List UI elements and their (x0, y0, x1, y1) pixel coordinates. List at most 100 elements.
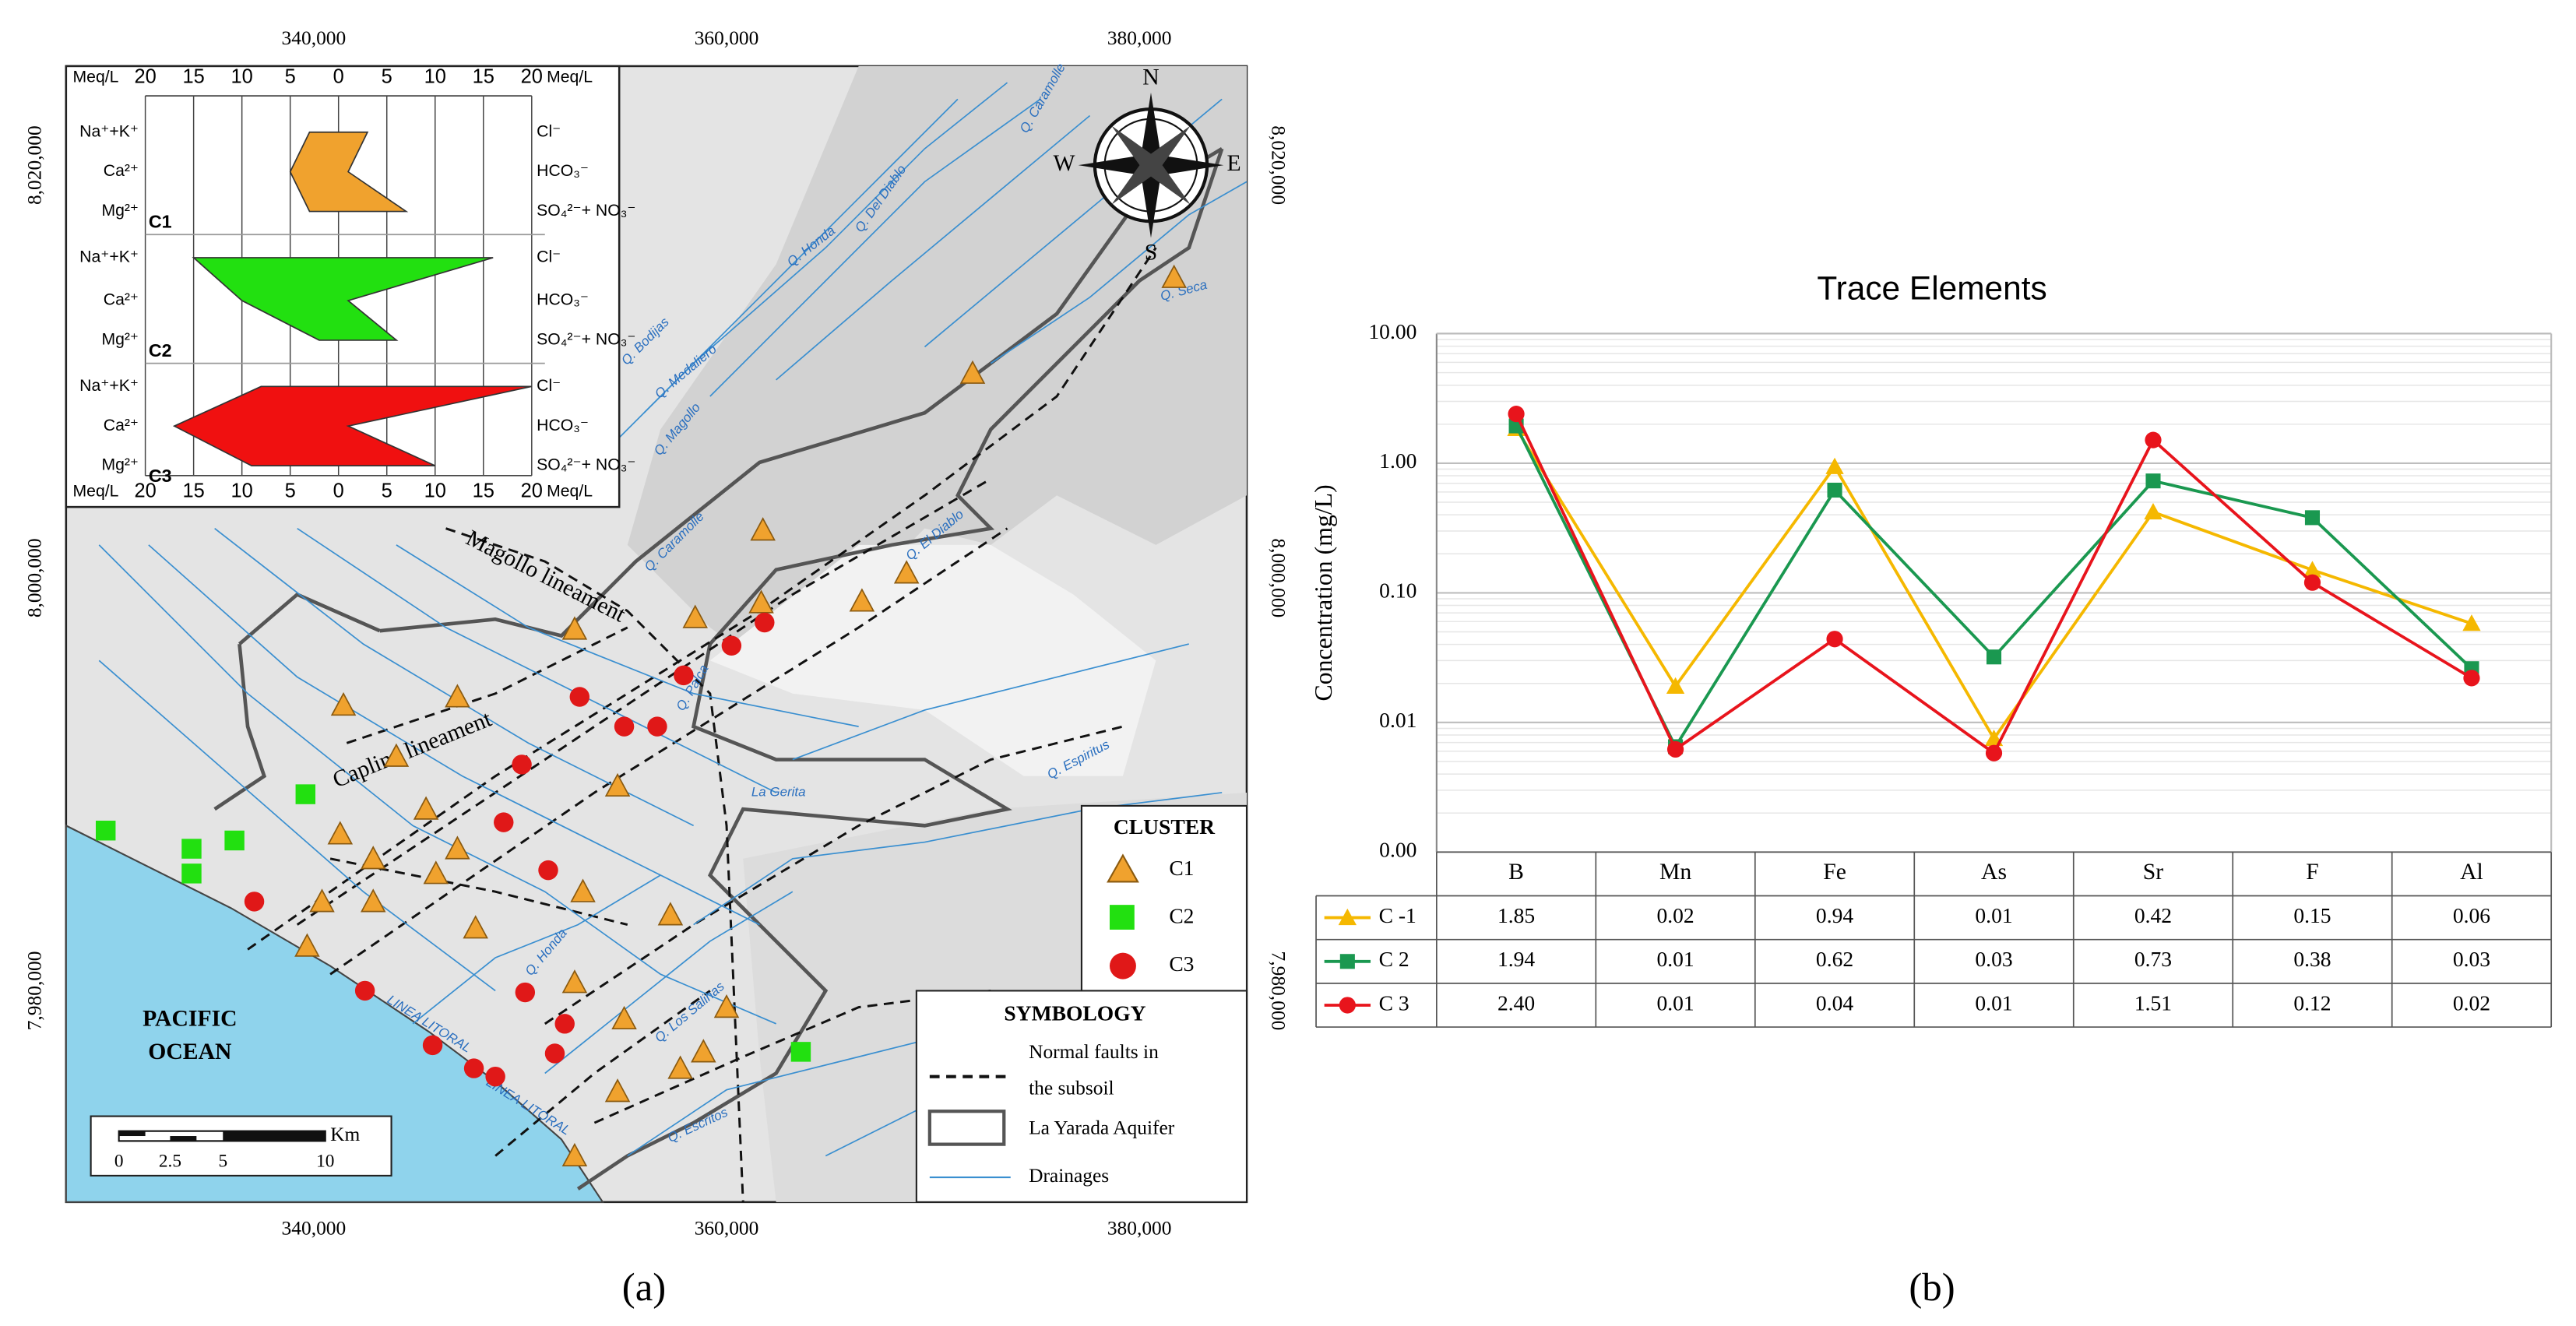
stiff-ion-right: HCO₃⁻ (537, 162, 589, 180)
stiff-tick-label: 5 (382, 65, 392, 87)
symbology-title: SYMBOLOGY (1004, 1001, 1145, 1025)
site-c1 (294, 933, 320, 957)
site-c1 (893, 560, 920, 584)
stiff-tick-label: 5 (285, 480, 296, 502)
faults (247, 247, 1157, 1202)
northing-label: 7,980,000 (23, 951, 45, 1031)
site-c2 (790, 1042, 811, 1062)
stiff-tick-label: 20 (521, 480, 543, 502)
y-tick-label: 10.00 (1368, 319, 1416, 343)
scale-label: 2.5 (159, 1151, 181, 1171)
table-value: 0.94 (1816, 903, 1853, 927)
site-c3 (422, 1035, 443, 1056)
legend-label: C2 (1169, 903, 1194, 927)
site-c1 (691, 1039, 716, 1063)
y-tick-label: 0.10 (1379, 579, 1416, 603)
x-category-label: As (1981, 860, 2007, 885)
site-c3 (674, 665, 694, 686)
stiff-ion-right: Cl⁻ (537, 122, 561, 140)
symbology-label: Drainages (1029, 1164, 1109, 1187)
marker (2303, 561, 2322, 578)
stiff-polygon (192, 257, 494, 341)
marker (2303, 574, 2321, 591)
legend-marker (1338, 908, 1357, 926)
marker (2145, 431, 2162, 448)
scale-bar (170, 1136, 197, 1141)
site-c1 (682, 604, 708, 628)
stiff-ion-left: Mg²⁺ (101, 202, 139, 220)
site-c1 (604, 1078, 631, 1103)
legend-label: C3 (1169, 951, 1194, 976)
x-category-label: F (2306, 860, 2319, 885)
easting-label: 360,000 (695, 26, 759, 49)
stiff-tick-label: 0 (333, 65, 344, 87)
stiff-cluster-label: C3 (149, 466, 172, 486)
site-c2 (181, 839, 202, 859)
marker (1986, 649, 2002, 665)
scale-bar (223, 1131, 326, 1141)
stiff-tick-label: 20 (134, 65, 156, 87)
scale-label: 5 (218, 1151, 227, 1171)
marker (2145, 473, 2161, 489)
table-value: 0.12 (2293, 990, 2331, 1015)
scale-bar (118, 1131, 146, 1137)
symbology-label: the subsoil (1029, 1076, 1114, 1099)
site-c1 (445, 684, 470, 708)
stiff-ion-left: Ca²⁺ (104, 417, 139, 434)
table-value: 0.03 (1975, 947, 2012, 971)
compass: N S E W (1053, 65, 1240, 266)
stiff-tick-label: 15 (473, 480, 494, 502)
relief (627, 65, 1247, 677)
stiff-ion-left: Mg²⁺ (101, 331, 139, 349)
compass-e: E (1227, 151, 1241, 176)
northing-label: 8,020,000 (1267, 125, 1290, 205)
stiff-ion-left: Na⁺+K⁺ (79, 377, 139, 395)
table-value: 0.02 (2453, 990, 2490, 1015)
compass-s: S (1145, 240, 1158, 265)
table-value: 0.42 (2134, 903, 2172, 927)
site-c3 (755, 612, 775, 633)
stiff-tick-label: 10 (231, 65, 253, 87)
table-value: 0.01 (1656, 990, 1694, 1015)
stiff-ion-left: Mg²⁺ (101, 456, 139, 474)
stiff-polygon (289, 131, 409, 213)
compass-n: N (1142, 65, 1159, 90)
table-value: 0.03 (2453, 947, 2490, 971)
legend-marker (1339, 997, 1356, 1014)
y-tick-label: 0.00 (1379, 838, 1416, 862)
marker (1508, 406, 1525, 423)
table-value: 0.62 (1816, 947, 1853, 971)
stiff-ion-left: Ca²⁺ (104, 162, 139, 180)
stiff-tick-label: 10 (424, 480, 446, 502)
marker (1985, 744, 2003, 761)
chart: Trace Elements Concentration (mg/L) (b) … (1310, 270, 2553, 1310)
legend-symbol (1109, 905, 1135, 930)
marker (2304, 510, 2321, 526)
site-c3 (554, 1014, 575, 1034)
ocean-label: OCEAN (148, 1039, 232, 1064)
table-value: 1.85 (1497, 903, 1535, 927)
cluster-legend (1080, 804, 1248, 997)
marker (2144, 502, 2163, 520)
site-c1 (570, 878, 596, 902)
site-c3 (485, 1066, 505, 1087)
site-c2 (224, 830, 245, 851)
site-c3 (494, 812, 514, 832)
table-value: 0.01 (1975, 903, 2012, 927)
legend-symbol (1107, 853, 1139, 883)
y-axis-label: Concentration (mg/L) (1310, 484, 1337, 701)
stiff-ion-right: Cl⁻ (537, 248, 561, 266)
table-value: 0.04 (1816, 990, 1853, 1015)
site-c3 (538, 860, 558, 881)
site-c1 (1161, 264, 1187, 288)
panel-label: (b) (1909, 1266, 1955, 1310)
drainage-label: La Gerita (751, 784, 806, 799)
site-c1 (561, 616, 588, 640)
stiff-ion-right: SO₄²⁻+ NO₃⁻ (537, 456, 635, 474)
site-c1 (423, 860, 449, 885)
y-tick-label: 0.01 (1379, 708, 1416, 732)
symbology-label: Normal faults in (1029, 1040, 1159, 1063)
